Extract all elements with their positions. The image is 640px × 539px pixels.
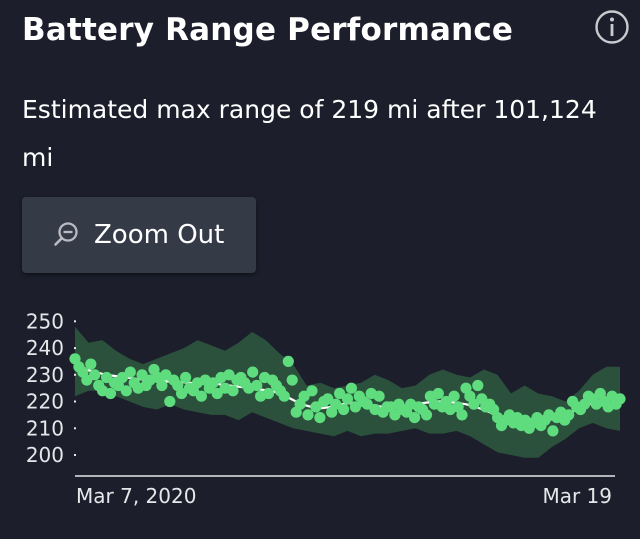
data-point xyxy=(89,369,101,381)
y-tick-label: 200 xyxy=(26,443,64,467)
data-point xyxy=(338,403,350,416)
data-point xyxy=(373,390,385,402)
data-point xyxy=(207,377,219,389)
data-point xyxy=(156,379,168,392)
data-point xyxy=(286,374,298,386)
x-tick-label: Mar 7, 2020 xyxy=(76,484,196,508)
data-point xyxy=(104,387,117,400)
data-point xyxy=(176,387,188,400)
zoom-out-icon xyxy=(54,222,78,246)
data-point xyxy=(322,393,334,405)
y-tick-label: 230 xyxy=(26,363,64,387)
data-point xyxy=(468,398,480,410)
data-point xyxy=(302,409,314,421)
data-point xyxy=(116,371,128,384)
data-point xyxy=(349,401,361,413)
data-point xyxy=(361,398,373,410)
y-tick-label: 240 xyxy=(26,336,64,360)
data-point xyxy=(211,387,223,400)
data-point xyxy=(306,385,318,397)
data-point xyxy=(85,358,97,370)
data-point xyxy=(472,379,484,392)
data-point xyxy=(160,369,172,381)
data-point xyxy=(298,390,310,402)
data-point xyxy=(282,355,294,367)
data-point xyxy=(310,401,322,413)
data-point xyxy=(251,379,263,392)
data-point xyxy=(101,371,113,384)
data-point xyxy=(180,371,192,384)
data-point xyxy=(136,369,148,381)
y-tick-label: 210 xyxy=(26,416,64,440)
zoom-out-label: Zoom Out xyxy=(94,220,225,250)
data-point xyxy=(227,385,239,397)
y-tick-label: 220 xyxy=(26,390,64,414)
y-tick-label: 250 xyxy=(26,309,64,333)
data-point xyxy=(120,385,132,397)
data-point xyxy=(334,387,346,400)
page-title: Battery Range Performance xyxy=(22,12,514,48)
data-point xyxy=(247,366,259,378)
data-point xyxy=(278,390,290,402)
data-point xyxy=(448,390,460,402)
data-point xyxy=(262,387,275,400)
data-point xyxy=(330,398,342,410)
data-point xyxy=(314,412,326,424)
data-point xyxy=(432,387,444,400)
range-summary: Estimated max range of 219 mi after 101,… xyxy=(22,95,597,172)
data-point xyxy=(223,369,235,381)
data-point xyxy=(341,393,354,405)
x-tick-label: Mar 19 xyxy=(542,484,612,508)
data-point xyxy=(563,409,575,421)
data-point xyxy=(389,409,401,421)
zoom-out-button[interactable]: Zoom Out xyxy=(22,197,256,273)
info-icon[interactable] xyxy=(594,9,630,45)
data-point xyxy=(547,425,559,437)
data-point xyxy=(81,374,93,386)
data-point xyxy=(614,393,626,405)
data-point xyxy=(409,412,421,424)
data-point xyxy=(345,382,357,394)
data-point xyxy=(420,409,433,421)
data-point xyxy=(456,409,468,421)
data-point xyxy=(195,390,207,402)
data-point xyxy=(124,366,136,378)
data-point xyxy=(164,395,176,408)
